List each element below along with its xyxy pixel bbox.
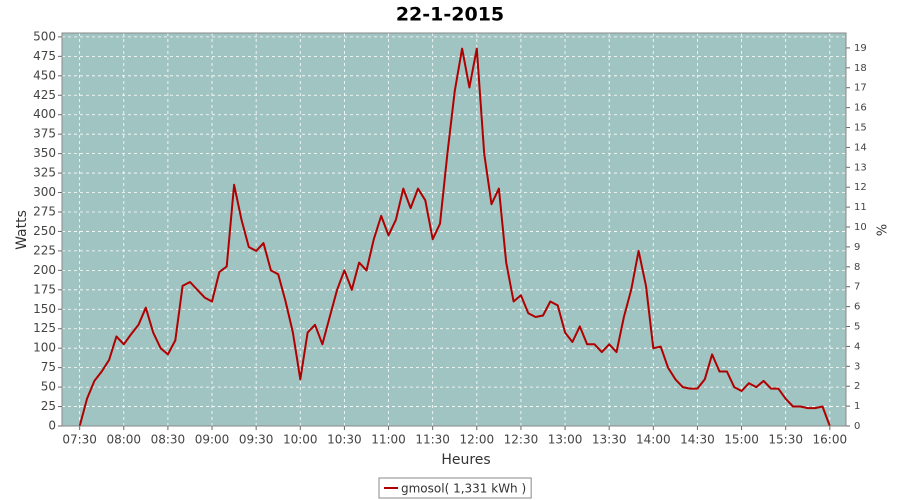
y2-tick-label: 1 — [854, 401, 860, 412]
x-tick-label: 14:30 — [680, 433, 715, 447]
x-tick-label: 14:00 — [636, 433, 671, 447]
x-tick-label: 15:00 — [724, 433, 759, 447]
x-tick-label: 08:30 — [151, 433, 186, 447]
y2-tick-label: 4 — [854, 341, 860, 352]
x-tick-label: 16:00 — [813, 433, 848, 447]
x-axis-label: Heures — [441, 452, 490, 468]
chart-title: 22-1-2015 — [396, 4, 504, 26]
x-tick-label: 09:00 — [195, 433, 230, 447]
y2-axis-label: % — [873, 224, 888, 236]
y2-tick-label: 8 — [854, 262, 860, 273]
x-tick-label: 10:30 — [327, 433, 362, 447]
y-tick-label: 325 — [33, 166, 56, 180]
x-tick-label: 11:00 — [371, 433, 406, 447]
y2-tick-label: 9 — [854, 242, 860, 253]
x-tick-label: 13:00 — [548, 433, 583, 447]
y2-tick-label: 17 — [854, 83, 867, 94]
y-tick-label: 425 — [33, 88, 56, 102]
y-tick-label: 175 — [33, 282, 56, 296]
y-tick-label: 250 — [33, 224, 56, 238]
series-line — [78, 47, 831, 427]
x-tick-label: 08:00 — [106, 433, 141, 447]
y2-tick-label: 13 — [854, 162, 867, 173]
legend-label: gmosol( 1,331 kWh ) — [401, 482, 526, 496]
y2-tick-label: 0 — [854, 421, 860, 432]
y2-tick-label: 6 — [854, 302, 860, 313]
y-tick-label: 100 — [33, 341, 56, 355]
y-tick-label: 350 — [33, 146, 56, 160]
y-tick-label: 500 — [33, 29, 56, 43]
legend-box — [378, 477, 532, 499]
y-tick-label: 125 — [33, 321, 56, 335]
y-axis-label: Watts — [14, 210, 30, 250]
y2-tick-label: 7 — [854, 282, 860, 293]
x-tick-label: 09:30 — [239, 433, 274, 447]
y-tick-label: 200 — [33, 263, 56, 277]
x-tick-label: 11:30 — [415, 433, 450, 447]
y2-tick-label: 10 — [854, 222, 867, 233]
y2-tick-label: 5 — [854, 322, 860, 333]
y2-tick-label: 12 — [854, 182, 867, 193]
x-tick-label: 12:00 — [460, 433, 495, 447]
x-tick-label: 07:30 — [62, 433, 97, 447]
y2-tick-label: 19 — [854, 43, 867, 54]
y2-tick-label: 16 — [854, 103, 867, 114]
y-tick-label: 0 — [48, 419, 56, 433]
y-tick-label: 450 — [33, 68, 56, 82]
x-tick-label: 15:30 — [768, 433, 803, 447]
y2-tick-label: 3 — [854, 361, 860, 372]
y-tick-label: 50 — [41, 380, 56, 394]
y2-tick-label: 11 — [854, 202, 867, 213]
y-tick-label: 150 — [33, 302, 56, 316]
x-tick-label: 10:00 — [283, 433, 318, 447]
x-tick-label: 13:30 — [592, 433, 627, 447]
y2-tick-label: 2 — [854, 381, 860, 392]
x-tick-label: 12:30 — [504, 433, 539, 447]
y2-tick-label: 18 — [854, 63, 867, 74]
plot-border — [61, 32, 847, 427]
y-tick-label: 300 — [33, 185, 56, 199]
y-tick-label: 475 — [33, 49, 56, 63]
y-tick-label: 400 — [33, 107, 56, 121]
y2-tick-label: 15 — [854, 123, 867, 134]
y-tick-label: 75 — [41, 360, 56, 374]
y-tick-label: 375 — [33, 127, 56, 141]
legend: gmosol( 1,331 kWh ) — [378, 477, 532, 499]
y-tick-label: 225 — [33, 243, 56, 257]
y-tick-label: 275 — [33, 204, 56, 218]
y2-tick-label: 14 — [854, 142, 867, 153]
y-tick-label: 25 — [41, 399, 56, 413]
